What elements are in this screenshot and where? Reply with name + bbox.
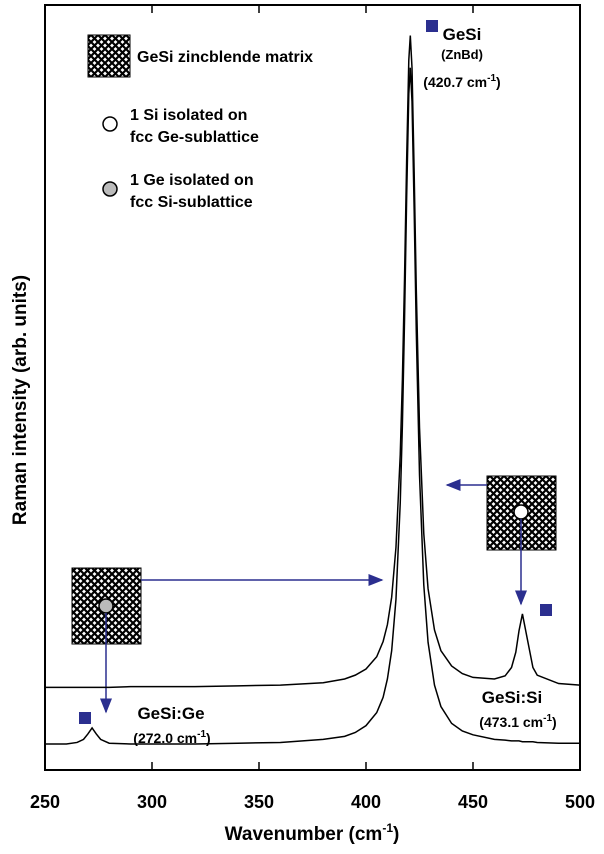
annotation-sup: -1 (543, 713, 552, 724)
annotation-text: GeSi:Si (482, 688, 542, 707)
x-axis-label-tail: ) (393, 824, 399, 845)
x-tick-label: 450 (458, 792, 488, 812)
annotation-text: GeSi:Ge (137, 704, 204, 723)
legend-circle-white (102, 116, 118, 132)
x-axis-label-text: Wavenumber (cm (225, 824, 383, 845)
inset-circle-gray (98, 598, 114, 614)
legend-hatch (87, 34, 131, 78)
annotation: GeSi:Si (482, 688, 542, 707)
plot-frame (44, 4, 581, 771)
legend-label: 1 Si isolated on (130, 107, 247, 124)
legend-label: fcc Si-sublattice (130, 194, 253, 211)
marker-square (79, 712, 91, 724)
x-tick-label: 400 (351, 792, 381, 812)
x-tick-label: 500 (565, 792, 595, 812)
annotation-sup: -1 (487, 73, 496, 84)
x-tick-label: 250 (30, 792, 60, 812)
x-axis-label-sup: -1 (382, 821, 393, 835)
legend-circle-gray (102, 181, 118, 197)
annotation-text: (272.0 cm (133, 730, 197, 746)
annotation-tail: ) (496, 74, 501, 90)
x-tick-label: 350 (244, 792, 274, 812)
marker-square (426, 20, 438, 32)
annotation-text: (420.7 cm (423, 74, 487, 90)
annotation-text: (473.1 cm (479, 714, 543, 730)
spectrum-line (45, 67, 580, 745)
marker-square (540, 604, 552, 616)
legend-label: fcc Ge-sublattice (130, 129, 259, 146)
annotation: GeSi:Ge (137, 704, 204, 723)
legend-label: 1 Ge isolated on (130, 172, 254, 189)
annotation-text: (ZnBd) (441, 47, 483, 62)
x-tick-label: 300 (137, 792, 167, 812)
annotation-text: GeSi (443, 25, 482, 44)
inset-circle-white (513, 504, 529, 520)
legend-label: GeSi zincblende matrix (137, 49, 313, 66)
annotation: (ZnBd) (441, 47, 483, 62)
annotation-tail: ) (552, 714, 557, 730)
annotation-sup: -1 (197, 729, 206, 740)
annotation: (420.7 cm-1) (423, 73, 500, 90)
annotation: GeSi (443, 25, 482, 44)
spectrum-line (45, 35, 581, 689)
annotation-tail: ) (206, 730, 211, 746)
annotation: (272.0 cm-1) (133, 729, 210, 746)
y-axis-label: Raman intensity (arb. units) (10, 275, 31, 525)
x-axis-label: Wavenumber (cm-1) (225, 821, 400, 845)
annotation: (473.1 cm-1) (479, 713, 556, 730)
